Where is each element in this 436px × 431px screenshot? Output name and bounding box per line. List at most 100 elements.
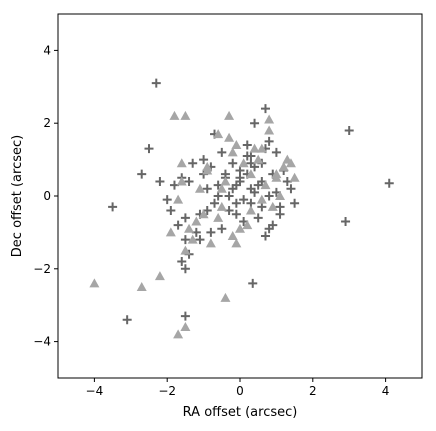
plus-point bbox=[202, 184, 212, 194]
triangle-point bbox=[227, 231, 238, 241]
plus-point bbox=[253, 180, 263, 190]
plus-point bbox=[180, 213, 190, 223]
plus-point bbox=[271, 147, 281, 157]
triangle-point bbox=[224, 132, 235, 142]
y-tick-label: 4 bbox=[43, 43, 51, 57]
plus-point bbox=[264, 191, 274, 201]
plot-area-frame bbox=[57, 13, 423, 379]
x-tick-label: −4 bbox=[86, 384, 104, 398]
plus-point bbox=[231, 209, 241, 219]
plus-point bbox=[213, 191, 223, 201]
triangle-point bbox=[245, 205, 256, 215]
plus-point bbox=[290, 198, 300, 208]
plus-point bbox=[184, 176, 194, 186]
x-axis-label: RA offset (arcsec) bbox=[183, 405, 298, 420]
plus-point bbox=[195, 235, 205, 245]
triangle-point bbox=[173, 329, 184, 339]
plus-point bbox=[260, 104, 270, 114]
y-tick-label: 0 bbox=[43, 189, 51, 203]
triangle-point bbox=[256, 143, 267, 153]
triangle-point bbox=[205, 238, 216, 248]
plus-point bbox=[217, 224, 227, 234]
plus-point bbox=[122, 315, 132, 325]
triangle-point bbox=[256, 194, 267, 204]
triangle-point bbox=[176, 176, 187, 186]
plus-point bbox=[180, 235, 190, 245]
plus-point bbox=[180, 311, 190, 321]
plus-point bbox=[162, 195, 172, 205]
plus-point bbox=[242, 140, 252, 150]
plus-point bbox=[250, 118, 260, 128]
plus-point bbox=[344, 125, 354, 135]
triangle-point bbox=[216, 183, 227, 193]
plus-point bbox=[188, 158, 198, 168]
triangle-point bbox=[180, 245, 191, 255]
plus-point bbox=[275, 209, 285, 219]
y-axis-ticks: −4 −2 0 2 4 bbox=[33, 43, 58, 349]
triangle-point bbox=[242, 220, 253, 230]
triangle-point bbox=[213, 212, 224, 222]
triangle-point bbox=[289, 172, 300, 182]
triangle-point bbox=[264, 114, 275, 124]
triangle-point bbox=[260, 180, 271, 190]
plus-point bbox=[180, 264, 190, 274]
plus-point bbox=[228, 184, 238, 194]
triangle-point bbox=[231, 140, 242, 150]
triangle-point bbox=[235, 223, 245, 233]
plus-point bbox=[341, 216, 351, 226]
plus-point bbox=[286, 184, 296, 194]
y-tick-label: −4 bbox=[33, 335, 51, 349]
plus-point bbox=[177, 257, 187, 267]
plus-point bbox=[199, 155, 209, 165]
plus-point bbox=[264, 136, 274, 146]
plus-point bbox=[206, 227, 216, 237]
plus-point bbox=[257, 202, 267, 212]
triangle-point bbox=[227, 147, 238, 157]
triangle-point bbox=[253, 154, 264, 164]
triangle-point bbox=[184, 223, 195, 233]
plus-point bbox=[260, 231, 270, 241]
triangle-point bbox=[194, 183, 205, 193]
triangle-point bbox=[89, 278, 100, 288]
x-tick-label: −2 bbox=[158, 384, 176, 398]
triangle-point bbox=[202, 161, 213, 171]
triangle-point bbox=[271, 169, 282, 179]
plus-point bbox=[151, 78, 161, 88]
triangle-point bbox=[213, 129, 224, 139]
plus-point bbox=[384, 178, 394, 188]
plus-point bbox=[235, 173, 245, 183]
triangle-point bbox=[231, 238, 242, 248]
triangle-point bbox=[165, 227, 176, 237]
triangle-point bbox=[180, 110, 191, 120]
plus-point bbox=[248, 278, 258, 288]
triangle-point bbox=[245, 169, 256, 179]
triangle-point bbox=[136, 282, 147, 291]
x-tick-label: 4 bbox=[382, 384, 390, 398]
triangle-point bbox=[224, 110, 235, 120]
triangle-point bbox=[198, 209, 209, 219]
triangle-point bbox=[282, 154, 293, 164]
plus-point bbox=[155, 176, 165, 186]
plus-point bbox=[108, 202, 118, 212]
x-axis-ticks: −4 −2 0 2 4 bbox=[86, 378, 390, 398]
triangle-point bbox=[173, 194, 184, 204]
triangle-point bbox=[238, 158, 249, 168]
x-tick-label: 0 bbox=[236, 384, 244, 398]
triangle-point bbox=[220, 176, 231, 186]
y-tick-label: −2 bbox=[33, 262, 51, 276]
triangle-point bbox=[180, 322, 191, 332]
plus-point bbox=[224, 191, 234, 201]
y-tick-label: 2 bbox=[43, 116, 51, 130]
triangle-point bbox=[264, 125, 275, 135]
plus-point bbox=[137, 169, 147, 179]
plus-point bbox=[231, 198, 241, 208]
plus-point bbox=[253, 213, 263, 223]
triangle-point bbox=[187, 234, 198, 244]
plus-point bbox=[239, 195, 249, 205]
x-tick-label: 2 bbox=[309, 384, 317, 398]
y-axis-label: Dec offset (arcsec) bbox=[10, 135, 25, 257]
triangle-point bbox=[249, 143, 260, 153]
plus-point bbox=[268, 220, 278, 230]
triangle-point bbox=[278, 161, 289, 171]
